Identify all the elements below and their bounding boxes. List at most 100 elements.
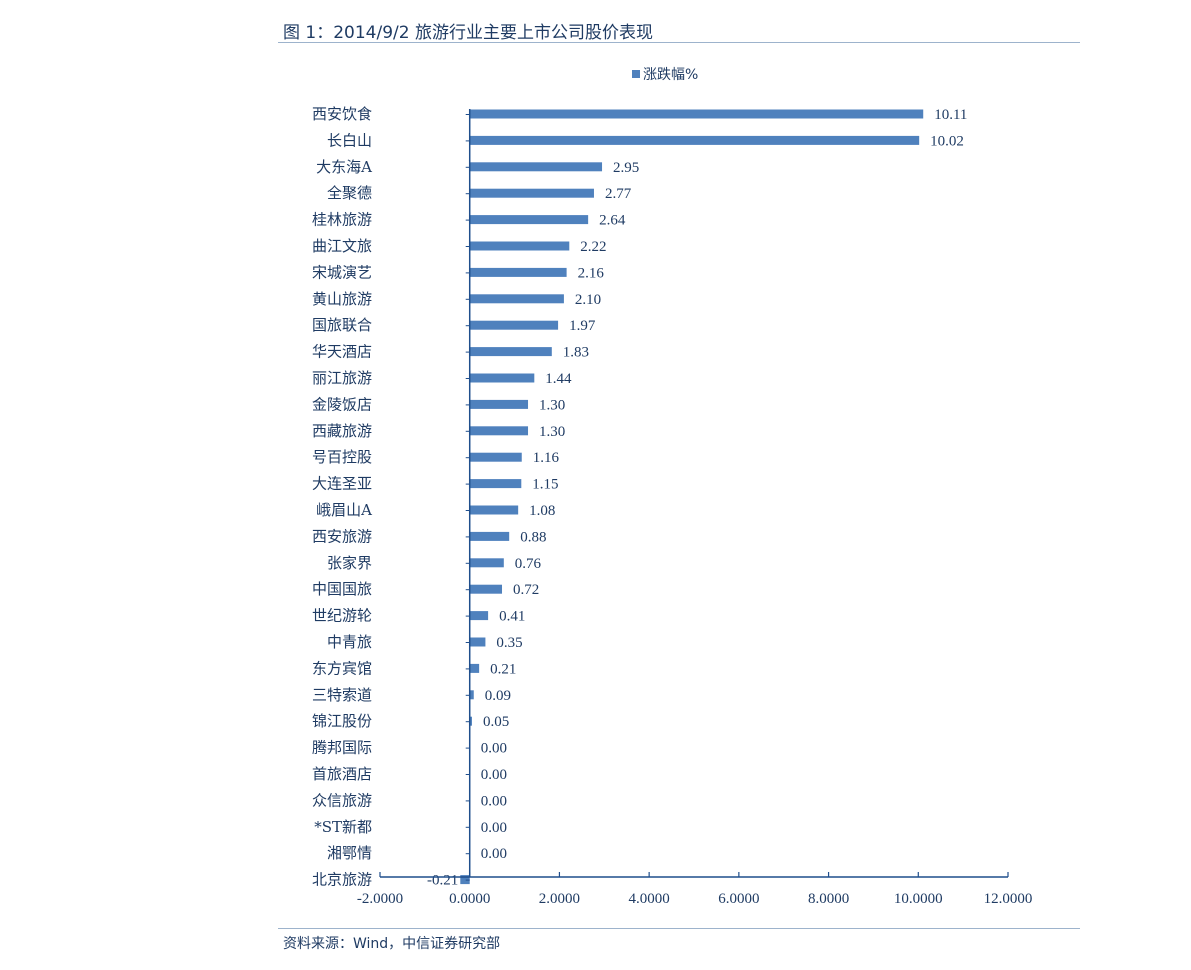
bar [469,294,564,304]
source-rule [278,928,1080,929]
data-label: 0.05 [483,714,509,730]
x-tick-label: 12.0000 [984,891,1033,907]
data-label: -0.21 [427,873,458,889]
legend-label: 涨跌幅% [643,67,698,83]
data-label: 0.88 [520,529,546,545]
category-label: 丽江旅游 [312,369,372,387]
category-label: 国旅联合 [312,316,372,334]
category-label: 腾邦国际 [312,739,372,757]
category-label: 西安旅游 [312,527,372,545]
category-label: 首旅酒店 [312,765,372,783]
data-label: 0.00 [481,767,507,783]
data-label: 2.10 [575,292,601,308]
category-label: 金陵饭店 [312,395,372,413]
category-label: 三特索道 [312,686,372,704]
data-label: 0.76 [515,556,542,572]
data-label: 0.00 [481,846,507,862]
bar [469,663,480,673]
data-label: 1.97 [569,318,596,334]
category-label: 峨眉山A [316,501,372,519]
data-label: 0.72 [513,582,539,598]
data-label: 1.83 [563,345,589,361]
bar [469,426,529,436]
data-label: 0.21 [490,661,516,677]
bar [469,558,504,568]
data-label: 0.00 [481,820,507,836]
bar [469,347,552,357]
category-label: 湘鄂情 [327,844,372,862]
bar [469,611,489,621]
bar [469,479,522,489]
data-label: 0.00 [481,741,507,757]
category-label: 全聚德 [327,184,372,202]
bar [469,505,519,515]
category-label: 桂林旅游 [312,211,372,229]
category-label: 锦江股份 [312,712,372,730]
data-label: 0.41 [499,609,525,625]
x-tick-label: 4.0000 [629,891,670,907]
x-tick-label: 0.0000 [449,891,490,907]
category-label: 黄山旅游 [312,290,372,308]
x-tick-label: 8.0000 [808,891,849,907]
bar [469,584,503,594]
category-label: 西藏旅游 [312,422,372,440]
bar [469,188,594,198]
data-label: 0.00 [481,793,507,809]
title-rule [278,42,1080,43]
category-label: 曲江文旅 [312,237,372,255]
chart-legend: 涨跌幅% [632,67,698,83]
bar [469,373,535,383]
category-label: 号百控股 [312,448,372,466]
category-label: 中国国旅 [312,580,372,598]
data-label: 1.15 [532,477,558,493]
data-label: 2.77 [605,186,632,202]
x-tick-label: 6.0000 [718,891,759,907]
x-tick-label: 10.0000 [894,891,943,907]
data-label: 10.02 [930,133,964,149]
data-label: 0.35 [496,635,522,651]
category-label: 中青旅 [327,633,372,651]
bar [469,135,920,145]
bar [469,267,567,277]
category-label: 世纪游轮 [312,607,372,625]
x-tick-label: -2.0000 [357,891,403,907]
legend-swatch [632,70,640,78]
category-label: 华天酒店 [312,343,372,361]
bar [469,531,510,541]
data-label: 0.09 [485,688,511,704]
data-label: 1.08 [529,503,555,519]
bar [469,320,559,330]
category-label: 大东海A [316,158,372,176]
bar [469,452,522,462]
source-note: 资料来源：Wind，中信证券研究部 [283,936,501,952]
x-tick-label: 2.0000 [539,891,580,907]
bar [469,215,589,225]
category-label: 西安饮食 [312,105,372,123]
data-label: 1.44 [545,371,572,387]
data-label: 2.16 [578,265,605,281]
category-label: 张家界 [327,554,372,572]
data-label: 2.95 [613,160,639,176]
bar [469,241,570,251]
data-label: 2.22 [580,239,606,255]
figure-title: 图 1：2014/9/2 旅游行业主要上市公司股价表现 [283,23,653,43]
data-label: 2.64 [599,213,626,229]
category-label: 大连圣亚 [312,475,372,493]
bar [460,875,470,885]
bar [469,690,474,700]
bar [469,109,924,119]
data-label: 1.30 [539,424,565,440]
data-label: 10.11 [934,107,967,123]
category-label: 长白山 [327,131,372,149]
category-label: 宋城演艺 [312,263,372,281]
bar [469,162,603,172]
category-label: *ST新都 [314,818,372,836]
data-label: 1.16 [533,450,560,466]
data-label: 1.30 [539,397,565,413]
category-label: 众信旅游 [312,791,372,809]
category-label: 东方宾馆 [312,659,372,677]
bar [469,399,529,409]
bar [469,716,472,726]
bar [469,637,486,647]
